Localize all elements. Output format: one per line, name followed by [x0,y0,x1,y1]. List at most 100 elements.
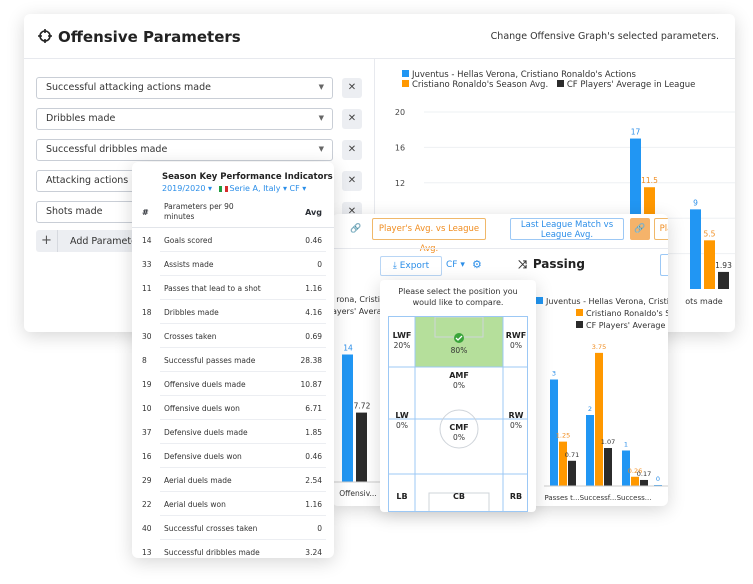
gear-icon[interactable]: ⚙ [472,258,482,271]
y-tick-label: 20 [395,108,405,117]
legend-label: Juventus - Hellas Verona, Cristiano Rona… [412,70,636,80]
legend-label: Juventus - Hellas Verona, Cristiano [546,297,668,306]
kpi-param: Aerial duels won [164,500,226,509]
legend-label: Cristiano Ronaldo's Season Avg. [412,80,549,90]
bar-label: 14 [343,344,353,353]
column-divider [374,58,375,332]
passing-action-button[interactable] [660,254,668,276]
bar-label: 5.5 [704,229,716,238]
kpi-avg: 0.69 [305,332,322,341]
shuffle-icon: ⤨ [518,258,527,271]
link-icon[interactable]: 🔗 [630,218,650,240]
kpi-avg: 10.87 [300,380,322,389]
kpi-avg: 1.16 [305,500,322,509]
x-tick-label: Passes t... [544,494,579,502]
position-rwf[interactable]: RWF 0% [503,331,527,351]
legend-label: CF Players' Average in League [566,80,696,90]
position-picker-message: Please select the position you would lik… [398,287,518,307]
position-code: AMF [449,371,469,380]
position-select[interactable]: CF ▾ [446,260,465,270]
passing-legend: Juventus - Hellas Verona, Cristiano Cris… [536,296,668,332]
legend-item[interactable]: Juventus - Hellas Verona, Cristiano Rona… [402,70,636,80]
remove-parameter-button[interactable]: ✕ [342,109,362,129]
league-select[interactable]: Serie A, Italy ▾ [229,184,287,193]
bar-0-1 [630,138,641,289]
position-rw[interactable]: RW 0% [503,411,527,431]
position-pct: 0% [453,433,465,442]
kpi-avg: 0.46 [305,452,322,461]
position-lw[interactable]: LW 0% [389,411,415,431]
kpi-rank: 22 [142,500,152,509]
kpi-rank: 37 [142,428,152,437]
x-tick-label: Offensiv... [339,489,376,498]
kpi-rank: 29 [142,476,152,485]
add-parameter-label: Add Paramete [70,236,137,247]
row-divider [160,491,326,492]
bar-0 [342,354,353,482]
bar-1-0 [559,441,567,486]
kpi-position-select[interactable]: CF ▾ [289,184,307,193]
parameter-select-1[interactable]: Successful attacking actions made ▼ [36,77,333,99]
kpi-row: 13 Successful dribbles made 3.24 [132,540,334,558]
kpi-row: 19 Offensive duels made 10.87 [132,372,334,396]
y-tick-label: 12 [395,179,405,188]
position-cmf[interactable]: CMF 0% [415,423,503,443]
position-code: LB [396,492,408,501]
position-amf[interactable]: AMF 0% [415,371,503,391]
parameter-select-2[interactable]: Dribbles made ▼ [36,108,333,130]
position-code: CMF [449,423,469,432]
export-label: Export [399,261,430,271]
legend-label: CF Players' Average In [586,321,668,330]
parameter-select-value: Attacking actions m [46,175,141,186]
bar-label: 1.93 [715,261,732,270]
position-rb[interactable]: RB [503,492,527,502]
position-cb[interactable]: CB [415,492,503,502]
legend-item[interactable]: Cristiano Ronaldo's Season Avg. [402,80,548,90]
chart-legend: Juventus - Hellas Verona, Cristiano Rona… [402,70,722,90]
row-divider [160,539,326,540]
bar-label: 0.26 [628,467,642,475]
bar-0-2 [622,450,630,486]
position-lb[interactable]: LB [389,492,415,502]
kpi-rank: 19 [142,380,152,389]
legend-label: rona, Cristi [336,295,380,304]
season-select[interactable]: 2019/2020 ▾ [162,184,212,193]
tab-player[interactable]: Pla [654,218,668,240]
col-avg: Avg [305,208,322,217]
kpi-param: Defensive duels made [164,428,248,437]
row-divider [160,251,326,252]
remove-parameter-button[interactable]: ✕ [342,171,362,191]
tab-players-avg-vs-league[interactable]: Player's Avg. vs League Avg. [372,218,486,254]
kpi-row: 30 Crosses taken 0.69 [132,324,334,348]
bar-label: 7.72 [354,402,371,411]
remove-parameter-button[interactable]: ✕ [342,78,362,98]
bar-1-2 [704,240,715,289]
row-divider [160,467,326,468]
legend-item[interactable]: Juventus - Hellas Verona, Cristiano [536,296,668,308]
add-parameter-button[interactable]: + Add Paramete [36,230,150,252]
position-lwf[interactable]: LWF 20% [389,331,415,351]
remove-parameter-button[interactable]: ✕ [342,140,362,160]
parameter-select-3[interactable]: Successful dribbles made ▼ [36,139,333,161]
season-value: 2019/2020 [162,184,206,193]
legend-item[interactable]: Cristiano Ronaldo's Seaso [536,308,668,320]
legend-label: Cristiano Ronaldo's Seaso [586,309,668,318]
league-value: Serie A, Italy [229,184,281,193]
legend-item[interactable]: CF Players' Average In [536,320,668,332]
legend-swatch [576,309,583,316]
kpi-row: 11 Passes that lead to a shot 1.16 [132,276,334,300]
chevron-down-icon: ▼ [318,114,324,122]
kpi-avg: 1.16 [305,284,322,293]
legend-item[interactable]: CF Players' Average in League [556,80,696,90]
kpi-row: 16 Defensive duels won 0.46 [132,444,334,468]
legend-swatch [402,70,409,77]
position-cf[interactable]: 80% [415,346,503,356]
row-divider [160,299,326,300]
export-button[interactable]: ⤓ Export [380,256,442,276]
pitch-field: LWF 20% 80% RWF 0% AMF 0% LW 0% CMF 0% RW 0% L… [388,316,528,512]
kpi-param: Passes that lead to a shot [164,284,261,293]
tab-last-match-vs-league[interactable]: Last League Match vs League Avg. [510,218,624,240]
row-divider [160,323,326,324]
link-icon[interactable]: 🔗 [350,224,362,234]
bar-label: 0 [656,475,660,483]
